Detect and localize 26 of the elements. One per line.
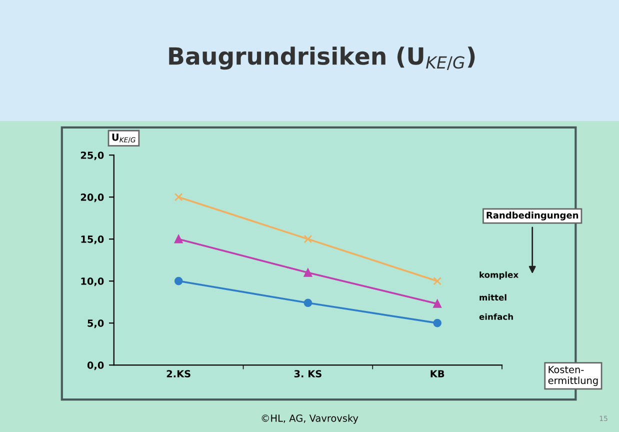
text: komplex xyxy=(480,271,518,280)
x-axis-title: Kosten- ermittlung xyxy=(548,366,598,386)
point xyxy=(433,300,442,308)
point xyxy=(174,192,183,202)
point xyxy=(433,276,442,286)
point xyxy=(304,234,312,244)
point xyxy=(433,318,442,328)
y-axis-title: U$_{KE/G}$ xyxy=(112,134,136,143)
point xyxy=(174,276,183,286)
y-tick-label: 25,0 xyxy=(80,152,104,160)
y-tick-label: 20,0 xyxy=(80,194,104,202)
chart-title: Baugrundrisiken (U$_{KE/G}$) xyxy=(169,46,475,70)
point xyxy=(304,268,312,277)
text: einfach xyxy=(479,313,513,320)
y-tick-label: 5,0 xyxy=(88,320,104,328)
x-tick-label: 3. KS xyxy=(294,370,322,378)
text: ©HL, AG, Vavrovsky xyxy=(262,414,358,424)
y-tick-label: 15,0 xyxy=(81,236,104,244)
x-tick-label: KB xyxy=(430,370,444,378)
y-tick-label: 10,0 xyxy=(81,278,104,286)
legend-title: Randbedingungen xyxy=(486,212,578,220)
text: mittel xyxy=(480,294,506,301)
x-tick-label: 2.KS xyxy=(166,370,190,378)
point xyxy=(304,298,312,308)
y-tick-label: 0,0 xyxy=(87,362,104,370)
point xyxy=(174,234,183,244)
